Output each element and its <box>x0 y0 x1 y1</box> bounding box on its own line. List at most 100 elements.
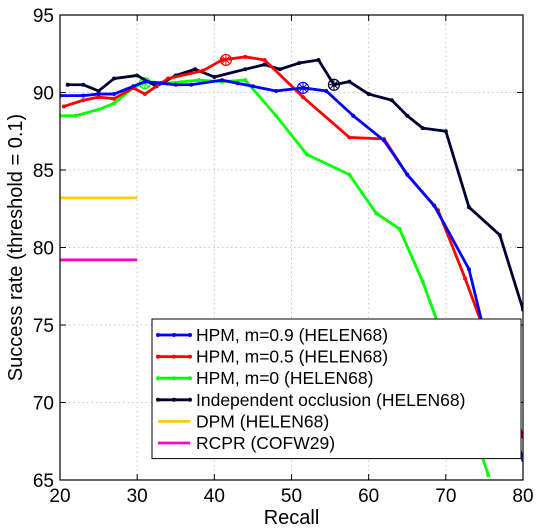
series-point <box>173 82 178 87</box>
series-point <box>220 78 225 83</box>
legend-label: Independent occlusion (HELEN68) <box>196 390 465 410</box>
series-point <box>497 233 502 238</box>
series-point <box>112 92 117 97</box>
series-point <box>189 82 194 87</box>
series-line <box>60 78 523 461</box>
series-point <box>131 84 136 89</box>
series-0 <box>60 78 523 462</box>
series-point <box>112 96 117 101</box>
series-point <box>351 113 356 118</box>
legend-swatch-point <box>188 354 192 359</box>
series-point <box>212 75 217 79</box>
legend-swatch-point <box>188 333 192 337</box>
legend-entry: HPM, m=0.5 (HELEN68) <box>156 347 388 367</box>
x-tick-label: 40 <box>204 486 225 507</box>
series-point <box>73 113 78 118</box>
series-point <box>235 81 240 86</box>
x-tick-label: 30 <box>127 486 148 507</box>
ticks <box>59 14 524 481</box>
legend-swatch-point <box>172 354 176 359</box>
series-point <box>389 98 394 103</box>
legend-swatch-point <box>172 397 176 402</box>
legend-swatch-point <box>188 376 192 381</box>
series-point <box>277 67 282 72</box>
highlight-marker <box>327 78 341 91</box>
x-tick-label: 70 <box>435 486 456 507</box>
legend-swatch-point <box>172 333 176 337</box>
series-point <box>397 226 402 231</box>
legend-label: DPM (HELEN68) <box>196 411 329 431</box>
y-tick-label: 80 <box>33 239 54 260</box>
series-point <box>301 95 306 100</box>
series-point <box>193 67 198 72</box>
series-point <box>112 76 117 81</box>
legend: HPM, m=0.9 (HELEN68)HPM, m=0.5 (HELEN68)… <box>151 318 522 460</box>
series-point <box>347 79 352 84</box>
series-point <box>96 88 101 93</box>
series-point <box>250 84 255 89</box>
legend-label: HPM, m=0.5 (HELEN68) <box>196 347 388 367</box>
series-point <box>243 54 248 59</box>
series-point <box>347 135 352 140</box>
series-point <box>81 93 86 98</box>
series-point <box>81 82 86 87</box>
series-point <box>466 205 471 210</box>
x-tick-label: 60 <box>358 486 379 507</box>
series-point <box>243 67 248 72</box>
legend-entry: Independent occlusion (HELEN68) <box>156 390 465 410</box>
series-point <box>112 101 117 106</box>
y-tick-label: 70 <box>33 394 54 415</box>
legend-entry: RCPR (COFW29) <box>158 433 335 453</box>
series-point <box>158 81 163 86</box>
highlight-marker <box>219 53 233 67</box>
legend-entry: HPM, m=0 (HELEN68) <box>156 368 373 388</box>
series-point <box>420 126 425 131</box>
tick-labels: 20 30 40 50 60 70 80 65 70 75 80 85 90 95 <box>33 6 534 507</box>
y-tick-label: 85 <box>33 161 54 182</box>
highlight-marker <box>296 81 310 94</box>
series-point <box>405 172 410 177</box>
series-point <box>463 276 468 281</box>
series-point <box>274 113 279 118</box>
series-point <box>243 78 248 83</box>
series-point <box>382 138 387 143</box>
series-point <box>324 88 329 93</box>
legend-entry: HPM, m=0.9 (HELEN68) <box>156 325 388 345</box>
series-point <box>262 62 267 67</box>
x-tick-label: 80 <box>512 486 533 507</box>
series-point <box>96 92 101 97</box>
series-point <box>432 203 437 208</box>
series-point <box>274 88 279 93</box>
series-point <box>142 79 147 84</box>
series-point <box>304 152 309 157</box>
series-point <box>61 104 66 109</box>
series-point <box>65 82 70 87</box>
y-tick-label: 95 <box>33 6 54 27</box>
series-point <box>486 473 491 478</box>
legend-swatch-point <box>156 376 160 381</box>
legend-swatch-point <box>156 397 160 402</box>
y-tick-label: 75 <box>33 316 54 337</box>
series-point <box>142 92 147 97</box>
legend-swatch-point <box>172 376 176 381</box>
series-point <box>420 279 425 284</box>
series-point <box>347 172 352 177</box>
legend-swatch-point <box>188 397 192 402</box>
series-point <box>405 113 410 118</box>
legend-swatch-point <box>156 354 160 359</box>
series-point <box>262 57 267 62</box>
y-tick-label: 90 <box>33 84 54 105</box>
series-layer <box>60 53 523 478</box>
series-point <box>81 98 86 103</box>
legend-box <box>151 318 522 460</box>
series-point <box>316 57 321 62</box>
series-point <box>366 92 371 97</box>
series-line <box>67 58 523 310</box>
series-point <box>196 78 201 83</box>
series-point <box>374 211 379 216</box>
legend-label: HPM, m=0.9 (HELEN68) <box>196 325 388 345</box>
series-point <box>466 267 471 272</box>
legend-label: RCPR (COFW29) <box>196 433 335 453</box>
series-point <box>200 68 205 73</box>
